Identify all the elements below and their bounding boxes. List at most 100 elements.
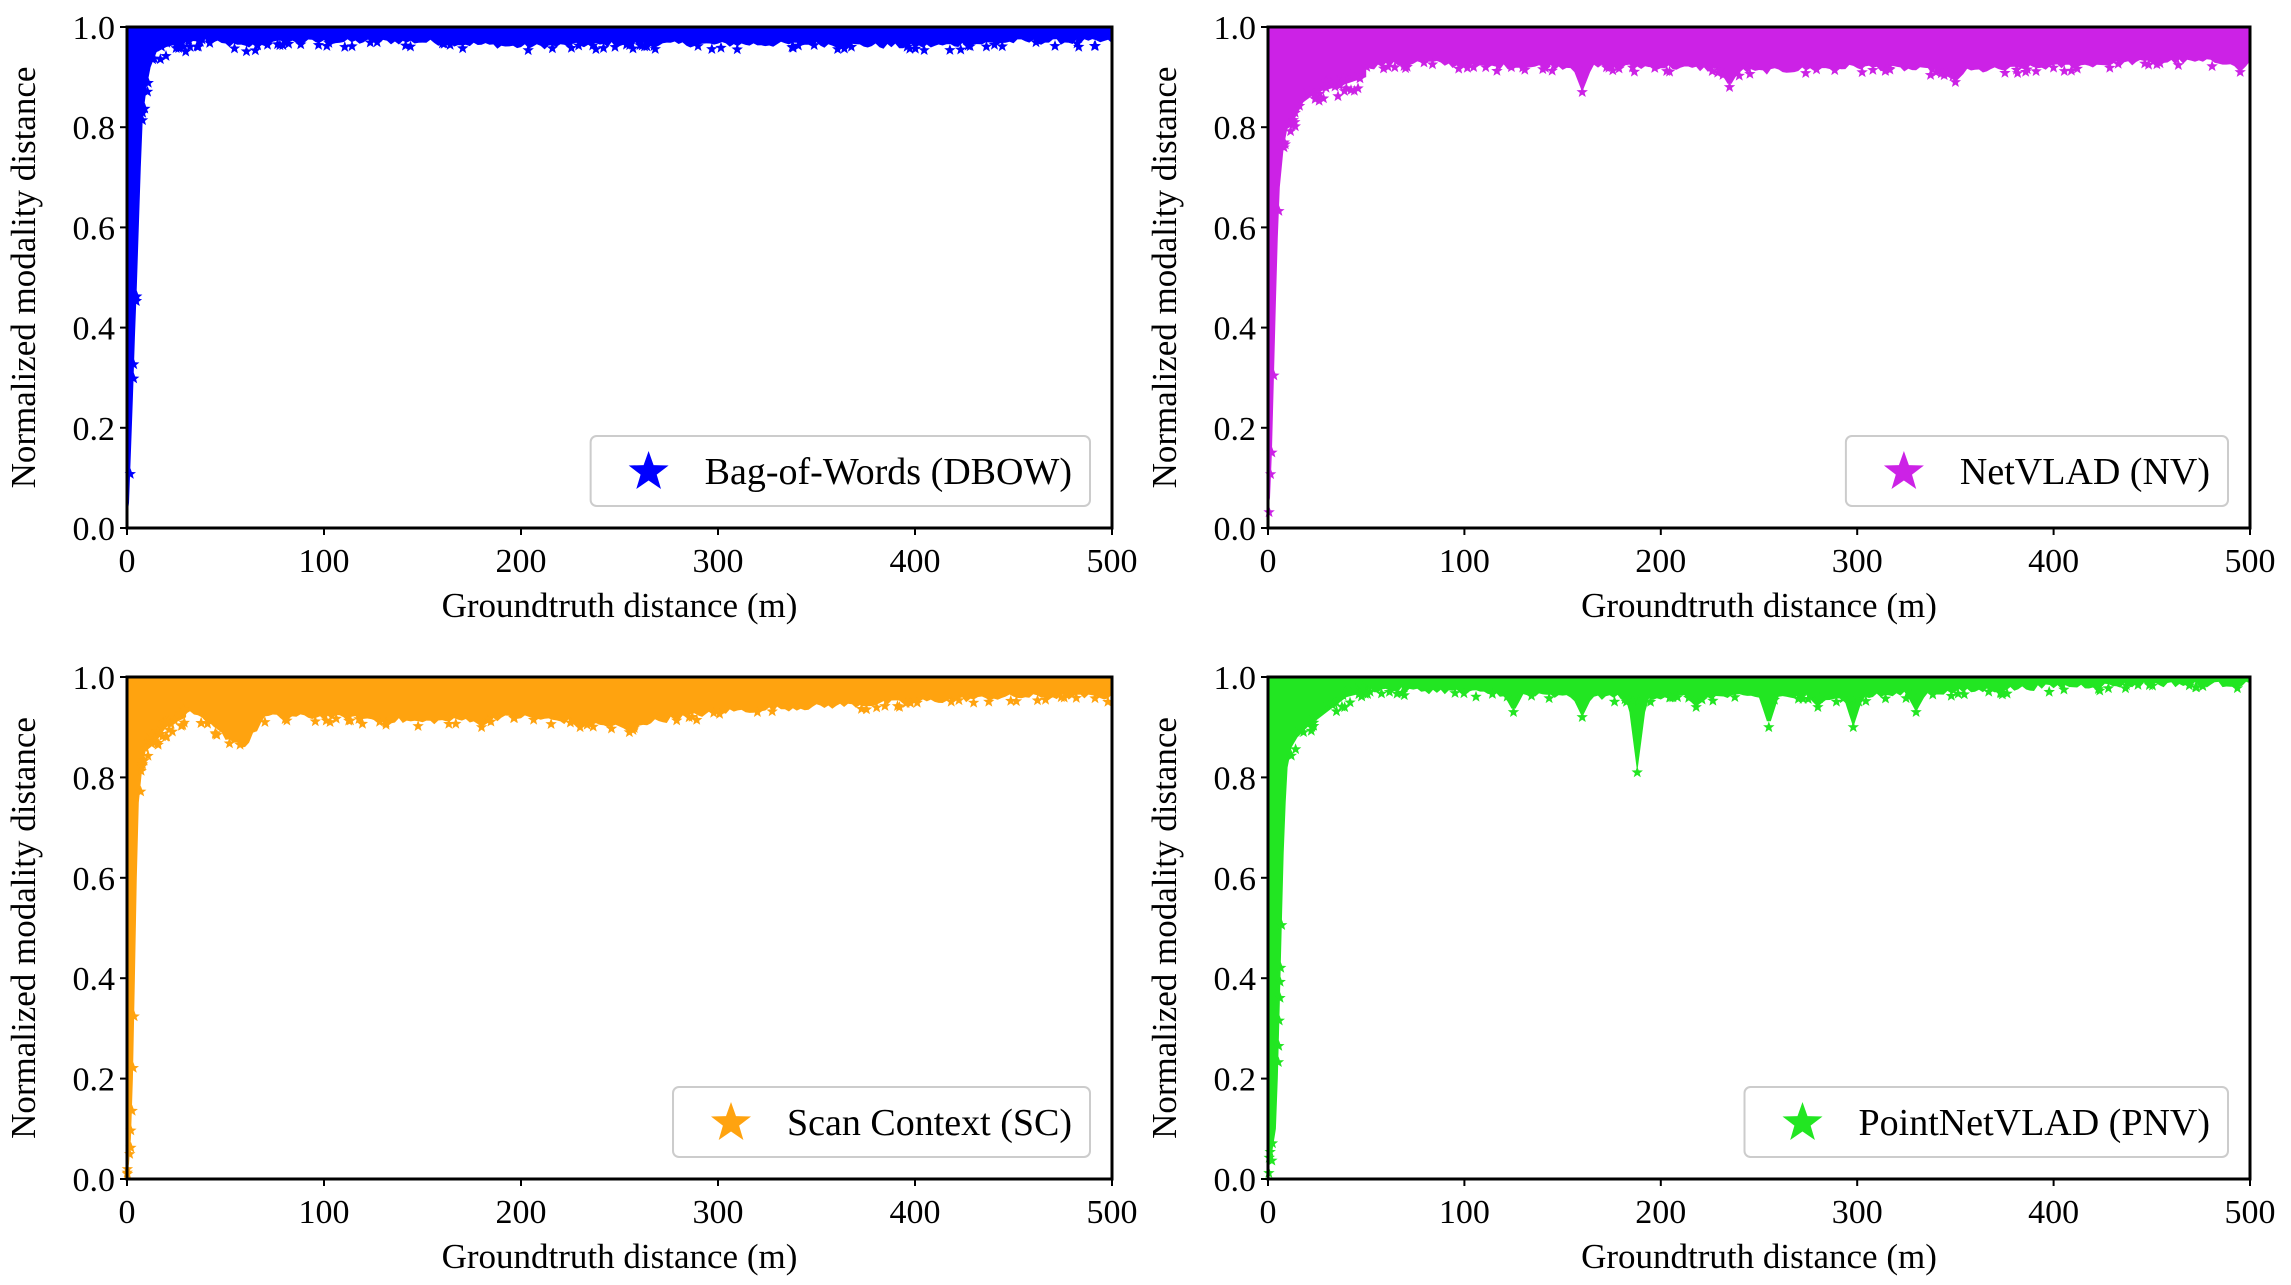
scatter-point: [623, 39, 636, 51]
scatter-point: [1480, 61, 1492, 73]
scatter-point: [128, 372, 140, 384]
scatter-point: [751, 706, 764, 717]
scatter-point: [356, 717, 369, 729]
scatter-point: [2058, 683, 2070, 695]
scatter-point: [450, 717, 462, 729]
scatter-point: [412, 720, 424, 731]
scatter-point: [649, 43, 661, 54]
x-axis-label: Groundtruth distance (m): [442, 586, 798, 625]
scatter-point: [792, 39, 805, 51]
scatter-point: [1910, 706, 1922, 717]
y-axis-label: Normalized modality distance: [4, 67, 43, 489]
scatter-point: [1830, 695, 1843, 707]
scatter-point: [323, 37, 335, 48]
scatter-point: [126, 1104, 138, 1116]
scatter-point: [1005, 694, 1017, 706]
x-tick-label: 300: [693, 1194, 744, 1231]
legend: Bag-of-Words (DBOW): [589, 435, 1091, 507]
scatter-point: [996, 40, 1008, 52]
scatter-point: [1958, 688, 1970, 700]
legend-box: [1743, 1086, 2229, 1158]
y-tick-label: 1.0: [1214, 10, 1257, 47]
x-tick-label: 500: [2225, 1194, 2276, 1231]
y-tick-label: 0.6: [1214, 861, 1257, 898]
scatter-point: [404, 40, 417, 52]
scatter-point: [138, 754, 150, 766]
scatter-point: [590, 43, 602, 55]
scatter-point: [373, 715, 386, 727]
scatter-point: [295, 38, 307, 50]
scatter-point: [546, 42, 559, 54]
scatter-point: [1999, 66, 2011, 78]
scatter-point: [152, 725, 164, 737]
scatter-point: [911, 696, 923, 708]
scatter-point: [1795, 691, 1807, 702]
scatter-point: [1853, 695, 1865, 707]
scatter-point: [1723, 81, 1736, 92]
scatter-point: [166, 725, 179, 737]
scatter-point: [1320, 76, 1332, 87]
scatter-point: [2094, 684, 2106, 696]
scatter-point: [1289, 120, 1301, 132]
scatter-point: [832, 43, 844, 54]
scatter-point: [1763, 721, 1775, 733]
legend-label: NetVLAD (NV): [1960, 451, 2210, 493]
legend-box: [589, 435, 1091, 507]
y-tick-label: 0.0: [1214, 1162, 1257, 1199]
scatter-point: [164, 34, 177, 46]
scatter-point: [845, 40, 858, 52]
x-tick-label: 0: [119, 543, 136, 580]
scatter-point: [1287, 114, 1299, 125]
scatter-point: [1058, 691, 1070, 703]
scatter-point: [1461, 62, 1474, 73]
legend-label: Bag-of-Words (DBOW): [705, 451, 1072, 493]
scatter-point: [1683, 691, 1695, 703]
scatter-point: [1399, 62, 1412, 74]
scatter-point: [648, 40, 660, 51]
x-tick-label: 0: [1260, 543, 1277, 580]
x-tick-label: 200: [496, 543, 547, 580]
scatter-point: [1338, 85, 1351, 96]
legend-label: PointNetVLAD (PNV): [1859, 1102, 2210, 1144]
legend: NetVLAD (NV): [1844, 435, 2229, 507]
scatter-point: [573, 39, 585, 51]
scatter-point: [228, 42, 241, 54]
scatter-point: [1696, 693, 1708, 705]
chart-panel-4: 0 100 200 300 400 500 0.0 0.2 0.4 0.6 0.8 1.0 Ground…: [1145, 660, 2276, 1276]
y-tick-label: 0.4: [1214, 961, 1257, 998]
scatter-point: [1289, 743, 1302, 755]
scatter-point: [178, 716, 190, 728]
scatter-point: [1340, 82, 1353, 94]
scatter-point: [1336, 700, 1348, 712]
scatter-point: [1350, 683, 1362, 695]
scatter-band: [1268, 27, 2250, 508]
scatter-point: [713, 708, 726, 719]
x-tick-label: 100: [299, 1194, 350, 1231]
scatter-point: [140, 742, 152, 754]
scatter-point: [1355, 690, 1368, 702]
scatter-point: [1273, 1014, 1285, 1026]
y-tick-label: 0.4: [73, 311, 116, 348]
scatter-point: [1031, 694, 1044, 706]
scatter-point: [1305, 724, 1317, 736]
scatter-point: [522, 44, 534, 56]
scatter-point: [131, 290, 143, 302]
scatter-point: [1537, 63, 1549, 75]
scatter-point: [1321, 696, 1333, 708]
scatter-point: [1707, 694, 1719, 706]
scatter-point: [160, 715, 172, 727]
scatter-point: [1330, 705, 1343, 717]
scatter-point: [1947, 70, 1959, 82]
scatter-point: [2154, 57, 2166, 69]
scatter-point: [2120, 679, 2132, 691]
scatter-point: [234, 738, 246, 750]
scatter-point: [175, 707, 187, 719]
scatter-band: [127, 677, 1112, 1174]
scatter-point: [309, 715, 321, 727]
scatter-point: [1626, 61, 1639, 73]
scatter-point: [605, 722, 618, 734]
scatter-point: [135, 765, 147, 776]
scatter-point: [508, 712, 520, 723]
scatter-point: [125, 1141, 137, 1153]
scatter-points: [1263, 56, 2246, 518]
